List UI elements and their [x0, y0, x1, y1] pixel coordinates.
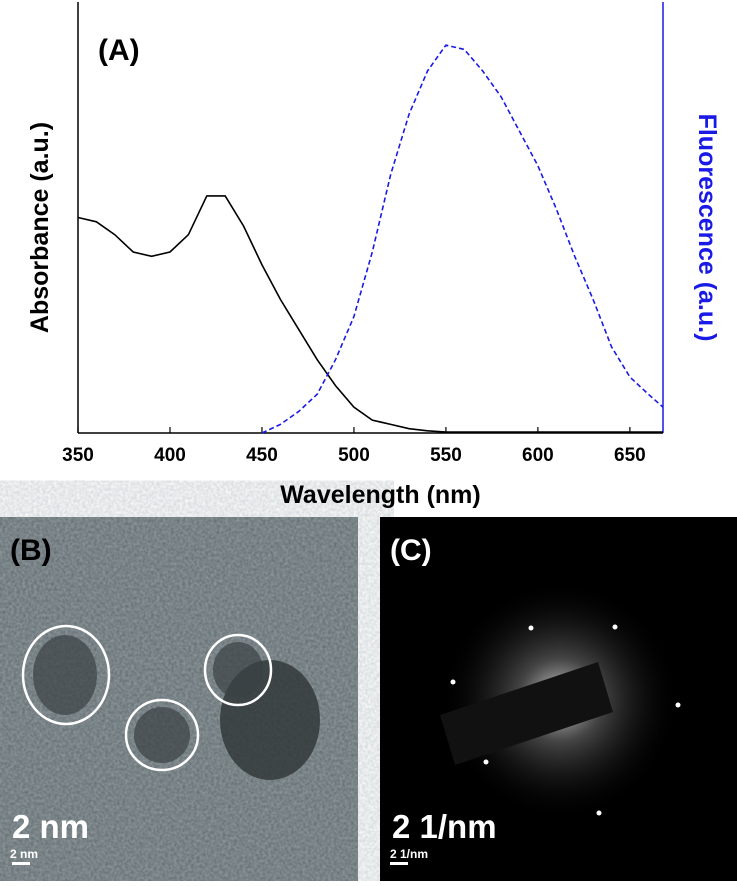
scale-bar-text: 2 1/nm: [390, 847, 428, 861]
scale-text: 2 nm: [12, 808, 89, 845]
x-axis-label: Wavelength (nm): [280, 481, 480, 509]
y2-axis-label: Fluorescence (a.u.): [693, 114, 721, 342]
x-tick-label: 550: [430, 445, 462, 466]
panel-label: (B): [10, 534, 52, 567]
series-line: [77, 195, 663, 433]
y-axis-label: Absorbance (a.u.): [26, 122, 54, 333]
tem-image: [0, 517, 358, 881]
panel-label: (C): [390, 534, 432, 567]
scale-text: 2 1/nm: [392, 808, 497, 845]
x-tick-label: 400: [154, 445, 186, 466]
scale-bar-text: 2 nm: [10, 847, 38, 861]
x-tick-label: 500: [338, 445, 370, 466]
x-tick-label: 350: [62, 445, 94, 466]
x-tick-label: 600: [522, 445, 554, 466]
x-tick-label: 450: [246, 445, 278, 466]
panel-label: (A): [98, 34, 140, 67]
x-tick-label: 650: [614, 445, 646, 466]
series-line: [261, 44, 664, 434]
diffraction-image: [380, 517, 737, 881]
